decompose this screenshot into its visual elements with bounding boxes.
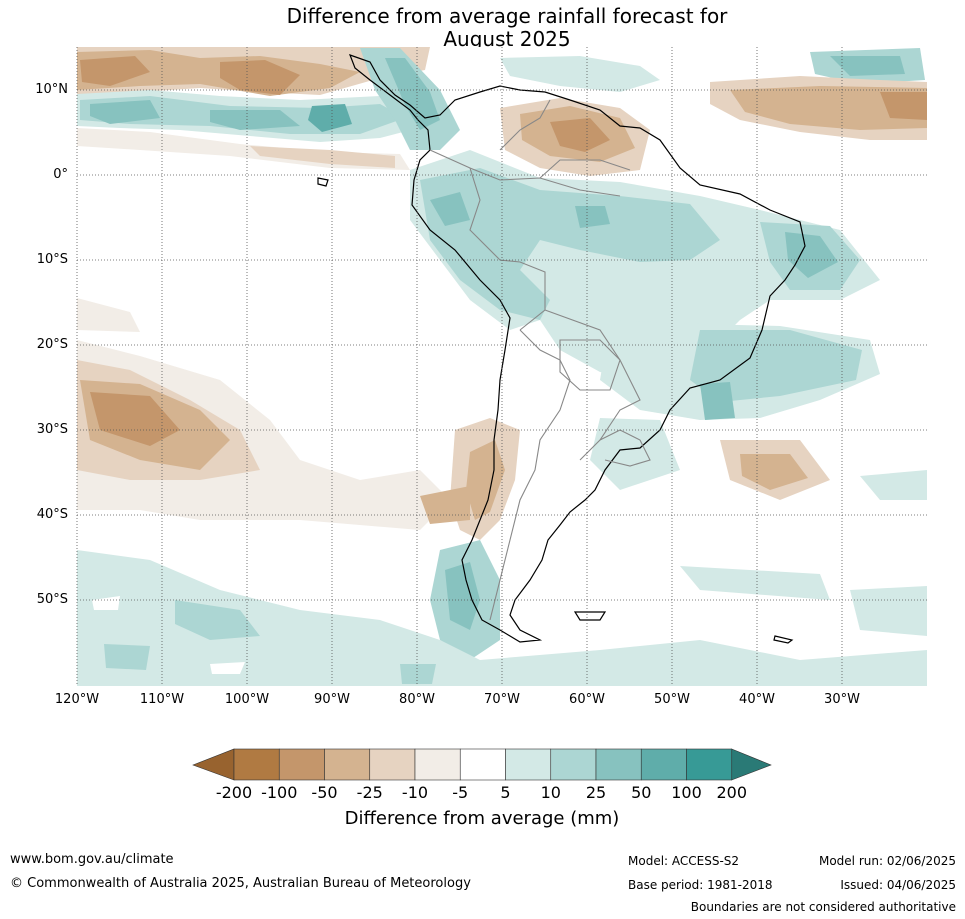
colorbar-tick-label: 200	[716, 783, 748, 802]
longitude-label: 120°W	[54, 692, 100, 707]
colorbar-tick-label: 10	[540, 783, 561, 802]
colorbar-tick-label: -25	[356, 783, 383, 802]
colorbar-segment	[550, 748, 597, 781]
colorbar	[192, 748, 772, 781]
anomaly-region	[90, 100, 160, 124]
colorbar-segment	[640, 748, 687, 781]
anomaly-region	[700, 382, 735, 420]
latitude-label: 30°S	[36, 422, 68, 437]
colorbar-segment	[324, 748, 371, 781]
colorbar-segment	[369, 748, 416, 781]
colorbar-title: Difference from average (mm)	[344, 808, 620, 829]
anomaly-region	[77, 550, 927, 686]
anomaly-region	[785, 232, 838, 278]
anomaly-region	[385, 58, 440, 130]
longitude-label: 60°W	[569, 692, 605, 707]
anomaly-region	[680, 566, 830, 600]
latitude-label: 10°N	[35, 82, 68, 97]
anomaly-region	[77, 340, 450, 530]
longitude-label: 100°W	[224, 692, 270, 707]
colorbar-tick-label: -10	[401, 783, 429, 802]
anomaly-region	[830, 56, 905, 76]
footer-url: www.bom.gov.au/climate	[10, 852, 174, 867]
longitude-label: 50°W	[654, 692, 690, 707]
colorbar-tick-label: 50	[631, 783, 652, 802]
graticule	[76, 47, 927, 686]
longitude-label: 110°W	[139, 692, 185, 707]
colorbar-extend-high	[731, 748, 772, 781]
footer-copyright: © Commonwealth of Australia 2025, Austra…	[10, 876, 471, 891]
longitude-label: 30°W	[824, 692, 860, 707]
anomaly-region	[420, 486, 470, 524]
colorbar-extend-low	[192, 748, 235, 781]
colorbar-tick-label: 25	[585, 783, 607, 802]
map-title-line-1: Difference from average rainfall forecas…	[286, 4, 728, 28]
footer-model-run: Model run: 02/06/2025	[818, 854, 956, 868]
anomaly-region	[445, 562, 480, 630]
anomaly-region	[308, 104, 352, 132]
anomaly-region	[730, 86, 927, 130]
latitude-label: 20°S	[36, 337, 68, 352]
footer-base-period: Base period: 1981-2018	[628, 878, 773, 892]
colorbar-segment	[505, 748, 552, 781]
colorbar-segment	[414, 748, 461, 781]
anomaly-region	[740, 454, 808, 490]
anomaly-region	[104, 644, 150, 670]
anomaly-region	[90, 392, 180, 446]
anomaly-region	[210, 662, 245, 674]
anomaly-region	[400, 664, 436, 684]
colorbar-segment	[459, 748, 506, 781]
anomaly-region	[92, 596, 120, 610]
coastline	[317, 54, 806, 644]
colorbar-segment	[595, 748, 642, 781]
colorbar-tick-label: -5	[452, 783, 469, 802]
colorbar-segment	[233, 748, 280, 781]
colorbar-tick-label: -200	[215, 783, 253, 802]
anomaly-region	[77, 298, 140, 332]
anomaly-region	[500, 56, 660, 92]
longitude-label: 40°W	[739, 692, 775, 707]
colorbar-tick-label: 5	[500, 783, 511, 802]
anomaly-region	[550, 118, 610, 152]
latitude-label: 50°S	[36, 592, 68, 607]
latitude-label: 10°S	[36, 252, 68, 267]
anomaly-region	[250, 146, 395, 168]
anomaly-region	[880, 92, 927, 120]
rainfall-anomaly-field	[77, 47, 927, 686]
colorbar-tick-label: -50	[311, 783, 338, 802]
anomaly-region	[220, 60, 300, 95]
footer-disclaimer: Boundaries are not considered authoritat…	[690, 900, 956, 914]
longitude-label: 90°W	[314, 692, 350, 707]
anomaly-region	[175, 600, 260, 640]
longitude-label: 80°W	[399, 692, 435, 707]
anomaly-region	[850, 586, 927, 636]
colorbar-tick-label: -100	[261, 783, 298, 802]
anomaly-region	[575, 206, 610, 228]
latitude-label: 0°	[53, 167, 68, 182]
country-boundaries	[429, 99, 651, 621]
anomaly-region	[210, 110, 300, 130]
longitude-label: 70°W	[484, 692, 520, 707]
anomaly-region	[430, 192, 470, 226]
footer-model: Model: ACCESS-S2	[628, 854, 740, 868]
colorbar-segment	[278, 748, 325, 781]
colorbar-tick-label: 100	[671, 783, 702, 802]
latitude-label: 40°S	[36, 507, 68, 522]
footer-issued: Issued: 04/06/2025	[840, 878, 956, 892]
anomaly-region	[690, 330, 862, 402]
anomaly-region	[466, 440, 505, 520]
anomaly-region	[860, 470, 927, 500]
anomaly-region	[420, 168, 720, 320]
anomaly-region	[590, 418, 680, 490]
colorbar-segment	[686, 748, 733, 781]
anomaly-region	[80, 56, 150, 86]
